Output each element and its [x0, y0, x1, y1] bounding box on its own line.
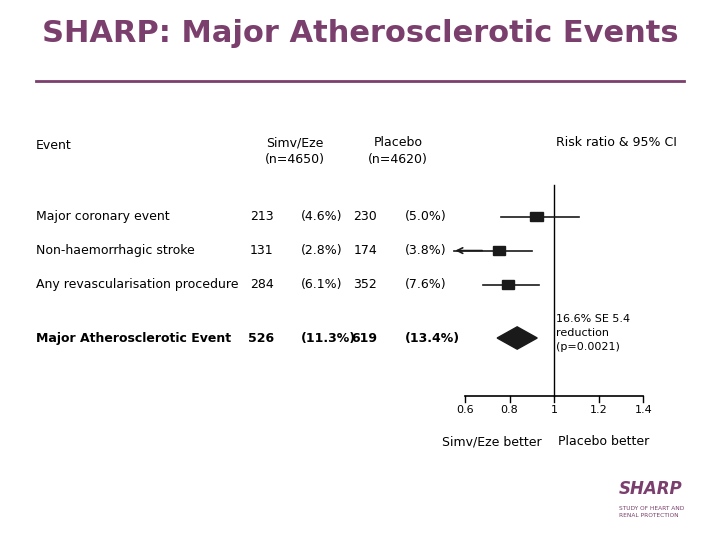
Text: 284: 284: [250, 278, 274, 291]
Text: Placebo
(n=4620): Placebo (n=4620): [368, 137, 428, 166]
Text: (6.1%): (6.1%): [302, 278, 343, 291]
Text: 16.6% SE 5.4
reduction
(p=0.0021): 16.6% SE 5.4 reduction (p=0.0021): [556, 314, 630, 352]
Text: (2.8%): (2.8%): [302, 244, 343, 257]
Text: Simv/Eze
(n=4650): Simv/Eze (n=4650): [264, 137, 325, 166]
Text: 213: 213: [250, 210, 274, 223]
Text: 352: 352: [354, 278, 377, 291]
Text: Major coronary event: Major coronary event: [36, 210, 169, 223]
Text: Major Atherosclerotic Event: Major Atherosclerotic Event: [36, 332, 231, 345]
Text: STUDY OF HEART AND
RENAL PROTECTION: STUDY OF HEART AND RENAL PROTECTION: [618, 506, 684, 518]
Text: 174: 174: [354, 244, 377, 257]
Text: 526: 526: [248, 332, 274, 345]
Text: Risk ratio & 95% CI: Risk ratio & 95% CI: [556, 137, 677, 150]
Text: SHARP: Major Atherosclerotic Events: SHARP: Major Atherosclerotic Events: [42, 19, 678, 48]
Text: Non-haemorrhagic stroke: Non-haemorrhagic stroke: [36, 244, 194, 257]
Text: (13.4%): (13.4%): [405, 332, 460, 345]
FancyBboxPatch shape: [492, 246, 505, 255]
Text: Any revascularisation procedure: Any revascularisation procedure: [36, 278, 238, 291]
Text: (3.8%): (3.8%): [405, 244, 446, 257]
Text: 0.6: 0.6: [456, 405, 474, 415]
Text: 1: 1: [551, 405, 558, 415]
Text: (11.3%): (11.3%): [302, 332, 356, 345]
Text: 619: 619: [351, 332, 377, 345]
Text: (7.6%): (7.6%): [405, 278, 446, 291]
Text: 1.4: 1.4: [634, 405, 652, 415]
Text: (5.0%): (5.0%): [405, 210, 446, 223]
FancyBboxPatch shape: [530, 212, 543, 221]
Text: Placebo better: Placebo better: [557, 435, 649, 448]
FancyBboxPatch shape: [502, 280, 515, 289]
Text: Simv/Eze better: Simv/Eze better: [442, 435, 541, 448]
Text: 131: 131: [250, 244, 274, 257]
Polygon shape: [497, 327, 537, 349]
Text: (4.6%): (4.6%): [302, 210, 343, 223]
Text: Event: Event: [36, 139, 71, 152]
Text: 230: 230: [354, 210, 377, 223]
Text: 1.2: 1.2: [590, 405, 608, 415]
Text: SHARP: SHARP: [618, 480, 683, 498]
Text: 0.8: 0.8: [500, 405, 518, 415]
